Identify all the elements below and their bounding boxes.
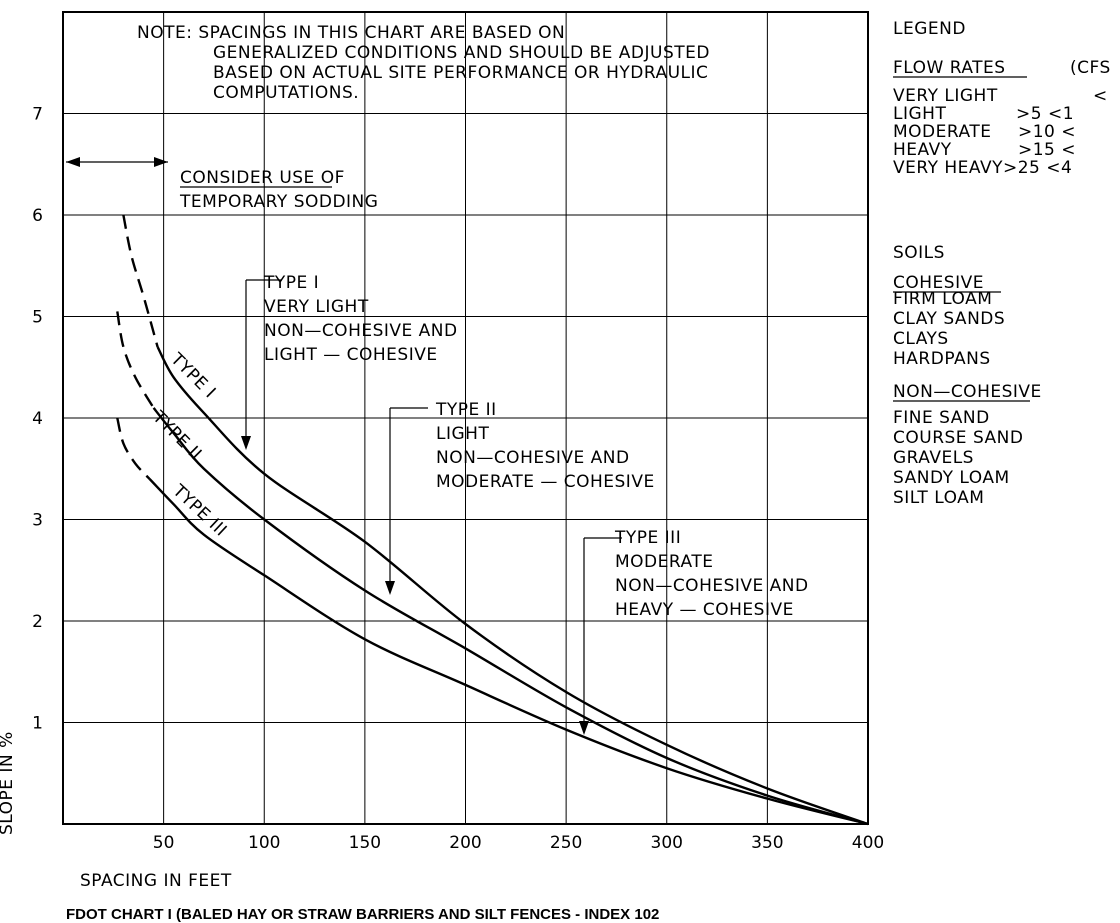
note-line-4: COMPUTATIONS. — [213, 83, 359, 103]
annotations: NOTE: SPACINGS IN THIS CHART ARE BASED O… — [66, 23, 809, 735]
cohesive-header: COHESIVE — [893, 273, 984, 293]
x-tick-label: 50 — [153, 833, 175, 853]
type-3-annotation-line-1: TYPE III — [614, 528, 681, 548]
type-2-annotation-line-4: MODERATE — COHESIVE — [436, 472, 655, 492]
x-tick-label: 150 — [349, 833, 381, 853]
series-type-3-line — [148, 478, 869, 826]
type-2-arrowhead — [385, 581, 395, 595]
y-tick-label: 1 — [32, 714, 43, 734]
non-cohesive-item: GRAVELS — [893, 448, 974, 468]
flow-rates-unit: (CFS — [1070, 58, 1111, 78]
series-type-1-dashed-line — [122, 214, 159, 348]
sodding-line-2: TEMPORARY SODDING — [179, 192, 378, 212]
y-tick-label: 6 — [32, 206, 43, 226]
x-tick-label: 350 — [751, 833, 783, 853]
non-cohesive-item: FINE SAND — [893, 408, 990, 428]
flow-rate-range: >25 <4 — [1003, 158, 1072, 178]
flow-rate-range: >10 < — [1018, 122, 1076, 142]
type-3-arrowhead — [579, 721, 589, 735]
flow-rates-header: FLOW RATES — [893, 58, 1006, 78]
type-2-annotation-line-3: NON—COHESIVE AND — [436, 448, 630, 468]
x-tick-label: 250 — [550, 833, 582, 853]
flow-rate-name: HEAVY — [893, 140, 952, 160]
series-type-2-dashed-line — [116, 311, 155, 409]
curve-label-type-2: TYPE II — [148, 407, 206, 465]
series-type-1-line — [156, 346, 869, 826]
x-tick-label: 300 — [651, 833, 683, 853]
y-tick-label: 5 — [32, 308, 43, 328]
x-axis-label: SPACING IN FEET — [80, 871, 232, 891]
soils-heading: SOILS — [893, 243, 945, 263]
flow-rate-name: VERY HEAVY — [893, 158, 1003, 178]
grid-lines — [63, 12, 868, 824]
type-2-annotation-line-1: TYPE II — [435, 400, 497, 420]
type-1-annotation-line-2: VERY LIGHT — [264, 297, 369, 317]
chart-title: FDOT CHART I (BALED HAY OR STRAW BARRIER… — [66, 906, 659, 923]
sodding-line-1: CONSIDER USE OF — [180, 168, 345, 188]
cohesive-item: CLAYS — [893, 329, 949, 349]
y-tick-label: 4 — [32, 409, 43, 429]
y-tick-label: 7 — [32, 105, 43, 125]
cohesive-item: CLAY SANDS — [893, 309, 1005, 329]
flow-rate-name: VERY LIGHT — [893, 86, 998, 106]
y-axis-label: SLOPE IN % — [0, 731, 17, 835]
type-1-annotation-line-1: TYPE I — [263, 273, 319, 293]
x-tick-label: 200 — [449, 833, 481, 853]
type-1-arrowhead — [241, 436, 251, 450]
flow-rate-range: >15 < — [1018, 140, 1076, 160]
flow-rate-name: MODERATE — [893, 122, 991, 142]
note-line-2: GENERALIZED CONDITIONS AND SHOULD BE ADJ… — [213, 43, 710, 63]
note-line-1: NOTE: SPACINGS IN THIS CHART ARE BASED O… — [137, 23, 565, 43]
sodding-arrow-left — [66, 157, 80, 167]
sodding-arrow-right — [154, 157, 168, 167]
y-tick-label: 2 — [32, 612, 43, 632]
flow-rate-range: < — [1093, 86, 1108, 106]
series-type-3-dashed-line — [116, 417, 151, 480]
flow-rate-name: LIGHT — [893, 104, 946, 124]
series-type-2-line — [152, 407, 869, 826]
non-cohesive-header: NON—COHESIVE — [893, 382, 1042, 402]
flow-rate-range: >5 <1 — [1016, 104, 1074, 124]
type-1-annotation-line-4: LIGHT — COHESIVE — [264, 345, 438, 365]
tick-labels: 50 100 150 200 250 300 350 400 1 2 3 4 5 6 7 — [32, 105, 884, 854]
type-3-annotation-line-2: MODERATE — [615, 552, 713, 572]
type-2-annotation-line-2: LIGHT — [436, 424, 489, 444]
type-3-annotation-line-4: HEAVY — COHESIVE — [615, 600, 794, 620]
legend: LEGEND FLOW RATES (CFS VERY LIGHT < LIGHT >5 <… — [893, 19, 1111, 508]
plot-frame — [62, 11, 869, 825]
non-cohesive-item: SILT LOAM — [893, 488, 984, 508]
x-tick-label: 100 — [248, 833, 280, 853]
type-3-annotation-line-3: NON—COHESIVE AND — [615, 576, 809, 596]
non-cohesive-item: SANDY LOAM — [893, 468, 1010, 488]
note-line-3: BASED ON ACTUAL SITE PERFORMANCE OR HYDR… — [213, 63, 708, 83]
x-tick-label: 400 — [852, 833, 884, 853]
legend-heading: LEGEND — [893, 19, 966, 39]
cohesive-item: FIRM LOAM — [893, 289, 992, 309]
cohesive-item: HARDPANS — [893, 349, 991, 369]
non-cohesive-item: COURSE SAND — [893, 428, 1024, 448]
type-1-annotation-line-3: NON—COHESIVE AND — [264, 321, 458, 341]
y-tick-label: 3 — [32, 511, 43, 531]
